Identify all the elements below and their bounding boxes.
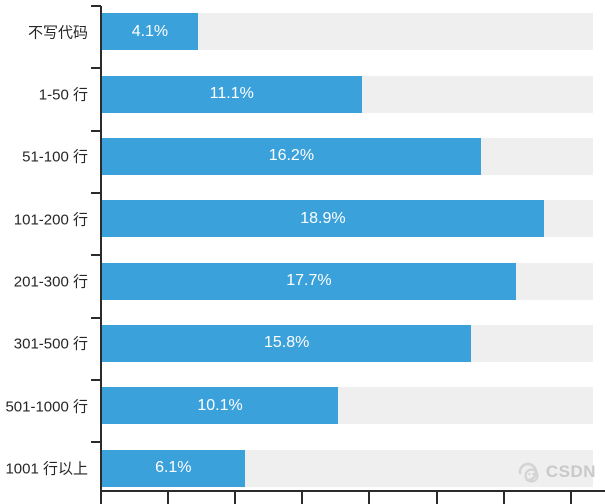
bar-track: 18.9% <box>102 200 593 238</box>
category-label: 1-50 行 <box>38 86 88 104</box>
watermark: CSDN <box>517 461 596 483</box>
bar-value-label: 17.7% <box>286 272 332 290</box>
y-axis-tick <box>91 378 101 381</box>
y-axis-tick <box>91 5 101 7</box>
x-axis-line <box>100 490 605 492</box>
bar-value-label: 4.1% <box>131 22 169 40</box>
category-label: 51-100 行 <box>22 148 88 166</box>
bar-track: 11.1% <box>102 75 593 113</box>
x-axis-tick <box>100 492 102 504</box>
watermark-label: CSDN <box>545 462 596 481</box>
bar: 11.1% <box>102 75 362 113</box>
bar-track: 16.2% <box>102 137 593 175</box>
y-axis-tick <box>91 67 101 70</box>
bar-track: 4.1% <box>102 13 593 51</box>
x-axis-tick <box>368 492 371 504</box>
bar-value-label: 11.1% <box>209 85 254 103</box>
bar: 15.8% <box>102 324 472 362</box>
y-axis-tick <box>91 191 101 194</box>
bar-track: 15.8% <box>102 324 593 362</box>
bar: 17.7% <box>102 262 516 300</box>
bar-track: 10.1% <box>102 387 593 425</box>
bar: 16.2% <box>102 137 481 175</box>
bar-value-label: 6.1% <box>155 459 192 477</box>
y-axis-tick <box>91 316 101 319</box>
y-axis-tick <box>91 254 101 257</box>
bar-track: 6.1% <box>102 449 593 487</box>
x-axis-tick <box>502 492 505 504</box>
bar: 6.1% <box>102 449 245 487</box>
bar: 4.1% <box>102 13 198 51</box>
x-axis-tick <box>569 492 572 504</box>
y-axis-tick <box>91 129 101 132</box>
bar-value-label: 15.8% <box>264 334 310 352</box>
category-label: 不写代码 <box>27 24 88 42</box>
bar-value-label: 16.2% <box>268 147 315 165</box>
bar: 18.9% <box>102 200 544 238</box>
bar-value-label: 10.1% <box>197 396 243 414</box>
category-label: 1001 行以上 <box>5 460 88 478</box>
x-axis-tick <box>234 492 237 504</box>
x-axis-tick <box>167 492 170 504</box>
category-label: 201-300 行 <box>13 273 88 291</box>
category-label: 101-200 行 <box>13 211 88 229</box>
bar-track: 17.7% <box>102 262 593 300</box>
category-label: 301-500 行 <box>13 335 88 353</box>
bar-value-label: 18.9% <box>300 209 346 227</box>
x-axis-tick <box>301 492 304 504</box>
y-axis-tick <box>91 441 101 444</box>
x-axis-tick <box>435 492 438 504</box>
y-axis-line <box>100 6 102 492</box>
bar: 10.1% <box>102 387 339 425</box>
category-label: 501-1000 行 <box>5 398 88 416</box>
csdn-logo-icon <box>518 462 539 483</box>
